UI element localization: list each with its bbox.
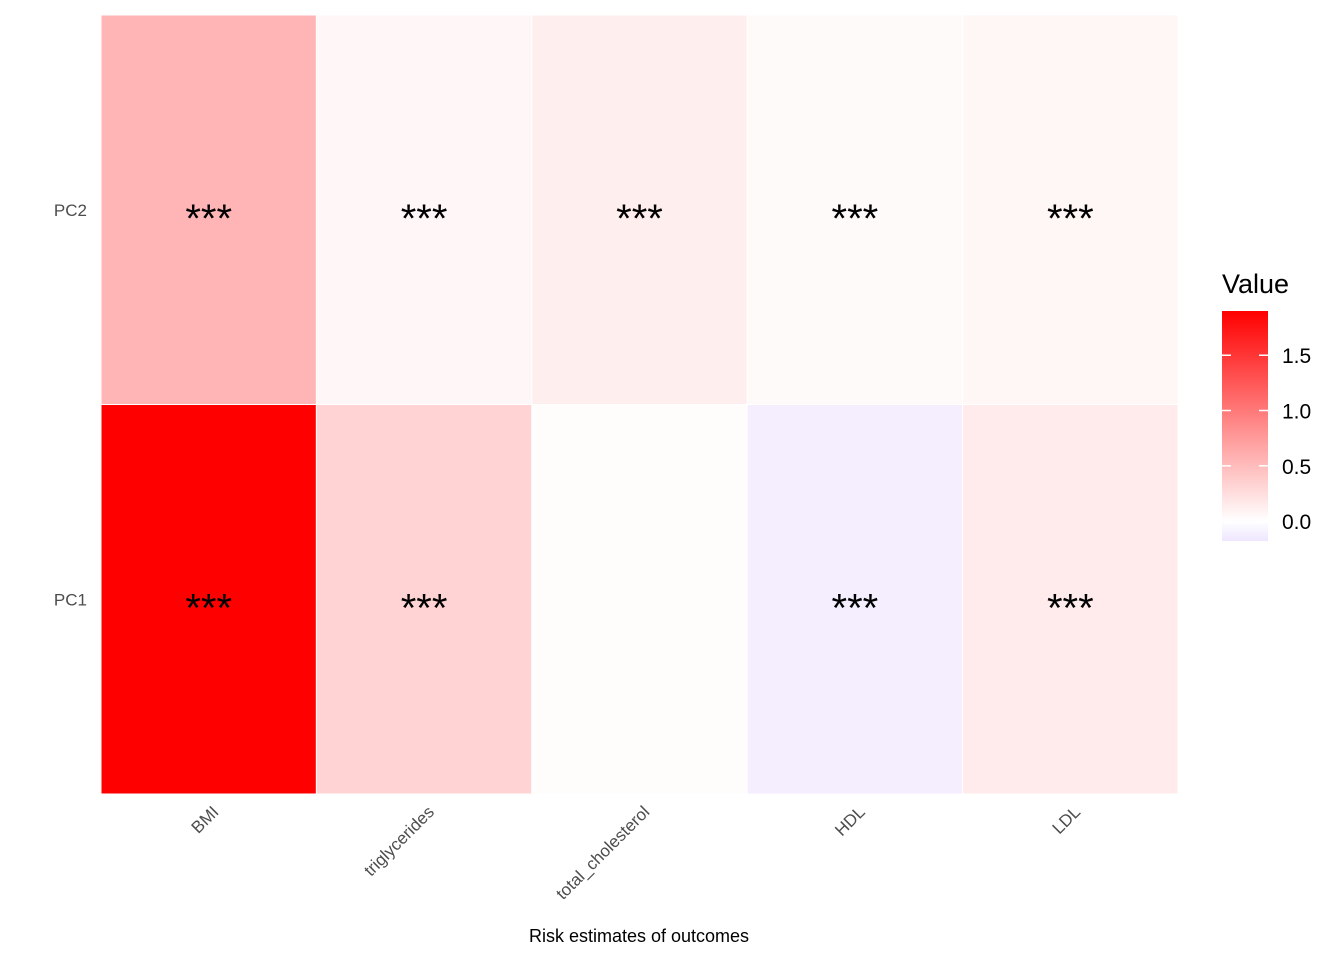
heatmap-cell-pc1-total-cholesterol: [531, 404, 748, 795]
legend-tick-label-1: 0.5: [1282, 456, 1311, 479]
heatmap-cell-pc1-bmi: [100, 404, 317, 795]
heatmap-cell-pc2-ldl: [962, 14, 1179, 405]
heatmap-cells: [100, 14, 1179, 795]
x-tick-label-bmi: BMI: [188, 802, 223, 837]
legend-tick-label-3: 1.5: [1282, 345, 1311, 368]
x-axis-tick-labels: BMI triglycerides total_cholesterol HDL LDL: [188, 802, 1084, 903]
significance-label-pc1-hdl: ***: [832, 586, 879, 630]
heatmap-cell-pc1-triglycerides: [315, 404, 533, 795]
significance-label-pc2-bmi: ***: [185, 197, 232, 241]
significance-label-pc2-hdl: ***: [832, 197, 879, 241]
heatmap-cell-pc2-triglycerides: [315, 14, 533, 405]
significance-label-pc2-total-cholesterol: ***: [616, 197, 663, 241]
significance-label-pc1-bmi: ***: [185, 586, 232, 630]
x-axis-title: Risk estimates of outcomes: [529, 926, 749, 946]
legend-tick-label-2: 1.0: [1282, 401, 1311, 424]
heatmap-cell-pc2-total-cholesterol: [531, 14, 748, 405]
significance-label-pc2-ldl: ***: [1047, 197, 1094, 241]
significance-label-pc2-triglycerides: ***: [401, 197, 448, 241]
heatmap-cell-pc1-ldl: [962, 404, 1179, 795]
heatmap-cell-pc2-hdl: [746, 14, 964, 405]
x-tick-label-triglycerides: triglycerides: [360, 802, 438, 880]
legend-color-bar: [1222, 311, 1268, 541]
y-axis-tick-labels: PC1 PC2: [54, 201, 87, 610]
heatmap-cell-pc2-bmi: [100, 14, 317, 405]
y-tick-label-pc2: PC2: [54, 201, 87, 220]
x-tick-label-hdl: HDL: [831, 802, 868, 839]
significance-labels: *** *** *** *** *** *** *** *** ***: [185, 197, 1093, 631]
color-legend: Value 0.0 0.5 1.0 1.5: [1222, 269, 1311, 541]
legend-ticks: 0.0 0.5 1.0 1.5: [1222, 345, 1311, 534]
legend-tick-label-0: 0.0: [1282, 511, 1311, 534]
x-tick-label-total-cholesterol: total_cholesterol: [552, 802, 653, 903]
significance-label-pc1-ldl: ***: [1047, 586, 1094, 630]
legend-title: Value: [1222, 269, 1289, 299]
significance-label-pc1-triglycerides: ***: [401, 586, 448, 630]
x-tick-label-ldl: LDL: [1049, 802, 1084, 837]
y-tick-label-pc1: PC1: [54, 590, 87, 609]
